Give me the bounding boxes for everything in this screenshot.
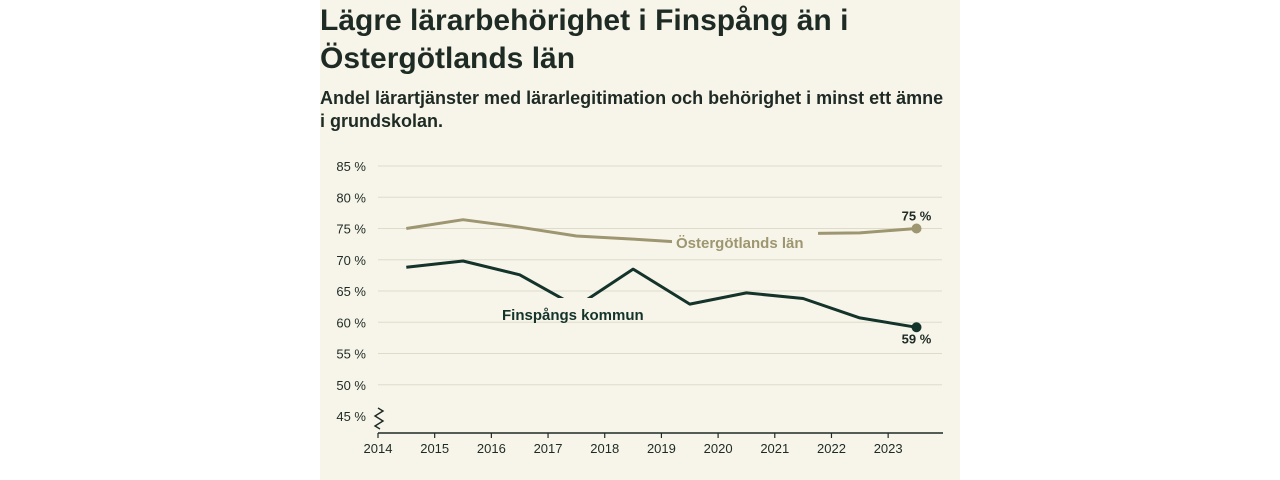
- x-tick-label: 2016: [477, 441, 506, 456]
- y-tick-label: 55 %: [336, 347, 366, 362]
- series-labels: Östergötlands län Finspångs kommun 75 % 59 …: [502, 209, 932, 347]
- x-tick-label: 2014: [364, 441, 393, 456]
- x-tick-label: 2022: [817, 441, 846, 456]
- x-tick-label: 2018: [590, 441, 619, 456]
- gridlines: [378, 165, 942, 386]
- series-end-marker: [911, 322, 922, 333]
- x-tick-label: 2019: [647, 441, 676, 456]
- y-tick-label: 70 %: [336, 253, 366, 268]
- y-axis-ticks: 85 % 80 % 75 % 70 % 65 % 60 % 55 % 50 % 45 %: [336, 159, 385, 430]
- series-end-marker: [911, 223, 922, 234]
- chart-title: Lägre lärarbehörighet i Finspång än i Ös…: [320, 4, 849, 75]
- series-line: [406, 259, 917, 329]
- y-tick-label: 60 %: [336, 315, 366, 330]
- y-tick-label: 80 %: [336, 190, 366, 205]
- x-tick-label: 2023: [874, 441, 903, 456]
- x-tick-label: 2015: [420, 441, 449, 456]
- axis-break-icon: [373, 407, 385, 430]
- series: [406, 218, 922, 333]
- y-tick-label: 65 %: [336, 284, 366, 299]
- chart-panel: Lägre lärarbehörighet i Finspång än i Ös…: [320, 0, 960, 480]
- line-chart: 85 % 80 % 75 % 70 % 65 % 60 % 55 % 50 % 45 % 201…: [336, 159, 943, 456]
- data-label: 59 %: [902, 331, 932, 346]
- y-tick-label: 85 %: [336, 159, 366, 174]
- x-tick-label: 2017: [534, 441, 563, 456]
- y-tick-label: 50 %: [336, 378, 366, 393]
- series-line: [406, 218, 917, 244]
- y-tick-label: 75 %: [336, 222, 366, 237]
- series-label: Östergötlands län: [676, 235, 804, 252]
- x-tick-label: 2020: [704, 441, 733, 456]
- x-axis: 2014 2015 2016 2017 2018 2019 2020 2021 2022 2023: [364, 432, 943, 456]
- x-tick-label: 2021: [760, 441, 789, 456]
- y-tick-label: 45 %: [336, 409, 366, 424]
- series-label: Finspångs kommun: [502, 307, 644, 324]
- chart-subtitle: Andel lärartjänster med lärarlegitimatio…: [320, 88, 944, 131]
- data-label: 75 %: [902, 209, 932, 224]
